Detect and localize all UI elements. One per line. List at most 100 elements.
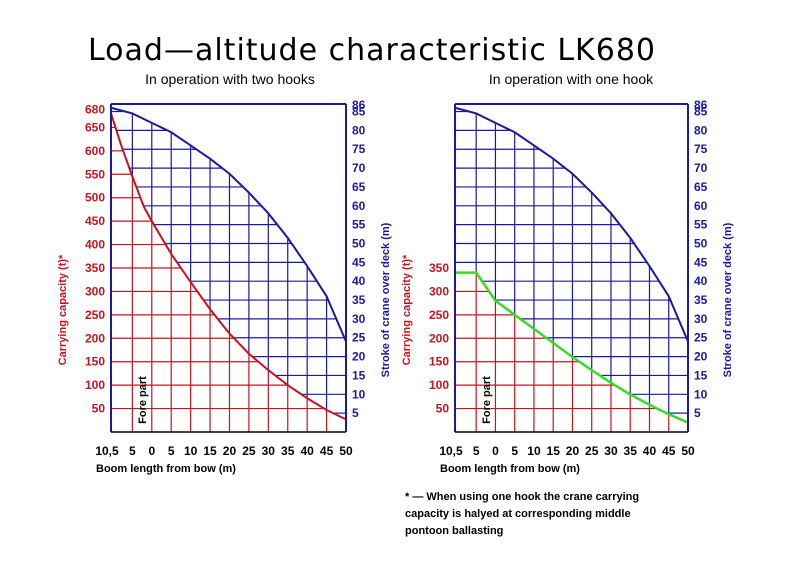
x-tick-label: 15 [203, 444, 217, 458]
right-tick-label: 65 [352, 180, 366, 194]
right-tick-label: 85 [694, 105, 708, 119]
left-tick-label: 50 [92, 402, 106, 416]
left-tick-label: 150 [429, 355, 449, 369]
left-tick-label: 250 [429, 308, 449, 322]
right-tick-label: 35 [352, 293, 366, 307]
right-tick-label: 15 [352, 368, 366, 382]
left-tick-label: 680 [85, 102, 105, 116]
x-tick-label: 5 [473, 444, 480, 458]
left-tick-label: 200 [429, 331, 449, 345]
chart-title: Load—altitude characteristic LK680 [88, 33, 656, 68]
left-tick-label: 50 [436, 402, 450, 416]
left-tick-label: 300 [85, 284, 105, 298]
axes-one-hook [454, 103, 689, 433]
x-tick-label: 0 [492, 444, 499, 458]
footnote-line-1: * — When using one hook the crane carryi… [405, 491, 639, 503]
right-tick-label: 80 [694, 123, 708, 137]
x-tick-label: 40 [643, 444, 657, 458]
left-tick-label: 100 [85, 378, 105, 392]
right-tick-label: 65 [694, 180, 708, 194]
right-tick-label: 25 [352, 331, 366, 345]
right-tick-label: 10 [352, 387, 366, 401]
right-tick-label: 55 [352, 218, 366, 232]
right-tick-label: 5 [694, 406, 701, 420]
x-tick-label: 20 [566, 444, 580, 458]
left-tick-label: 650 [85, 120, 105, 134]
x-tick-label: 20 [223, 444, 237, 458]
x-tick-label: 45 [662, 444, 676, 458]
left-tick-label: 200 [85, 331, 105, 345]
right-tick-label: 25 [694, 331, 708, 345]
left-axis-title: Carrying capacity (t)* [57, 254, 69, 365]
footnote: * — When using one hook the crane carryi… [405, 491, 639, 537]
left-axis-title: Carrying capacity (t)* [401, 254, 413, 365]
axes-two-hooks [110, 103, 347, 433]
capacity-curve [455, 271, 689, 424]
x-tick-label: 35 [624, 444, 638, 458]
x-tick-label: 25 [242, 444, 256, 458]
left-tick-label: 100 [429, 378, 449, 392]
right-tick-label: 50 [352, 236, 366, 250]
right-tick-label: 60 [352, 199, 366, 213]
x-tick-label: 40 [300, 444, 314, 458]
right-tick-label: 60 [694, 199, 708, 213]
curves-two-hooks [110, 106, 347, 421]
panel-two-hooks: In operation with two hooks 10,5 5 0 5 10 15 2… [57, 71, 392, 475]
right-tick-label: 40 [694, 274, 708, 288]
right-tick-label: 80 [352, 123, 366, 137]
subtitle-two-hooks: In operation with two hooks [145, 71, 315, 87]
x-tick-label: 35 [281, 444, 295, 458]
right-tick-label: 40 [352, 274, 366, 288]
right-tick-label: 75 [352, 142, 366, 156]
curves-one-hook [454, 106, 689, 424]
right-tick-label: 15 [694, 368, 708, 382]
x-tick-label: 15 [547, 444, 561, 458]
footnote-line-3: pontoon ballasting [405, 525, 503, 537]
x-tick-label: 5 [511, 444, 518, 458]
x-tick-label: 25 [585, 444, 599, 458]
x-tick-label: 10,5 [95, 444, 119, 458]
fore-part-annotation: Fore part [137, 376, 149, 424]
right-tick-label: 86 [352, 98, 366, 112]
left-tick-label: 600 [85, 144, 105, 158]
stroke-curve [454, 106, 689, 342]
right-tick-label: 75 [694, 142, 708, 156]
x-tick-label: 10,5 [439, 444, 463, 458]
left-tick-label: 400 [85, 238, 105, 252]
right-tick-label: 35 [694, 293, 708, 307]
right-tick-label: 70 [694, 161, 708, 175]
x-tick-label: 5 [168, 444, 175, 458]
right-tick-label: 45 [352, 255, 366, 269]
x-tick-label: 10 [184, 444, 198, 458]
capacity-curve [110, 113, 347, 421]
x-axis-label: Boom length from bow (m) [96, 463, 236, 475]
x-axis-label: Boom length from bow (m) [440, 463, 580, 475]
right-tick-label: 30 [352, 312, 366, 326]
left-tick-label: 250 [85, 308, 105, 322]
right-axis-title: Stroke of crane over deck (m) [380, 222, 392, 377]
left-tick-label: 500 [85, 191, 105, 205]
subtitle-one-hook: In operation with one hook [489, 71, 654, 87]
right-tick-label: 5 [352, 406, 359, 420]
right-tick-label: 55 [694, 218, 708, 232]
stroke-curve [110, 106, 347, 342]
right-tick-label: 20 [352, 350, 366, 364]
left-tick-label: 150 [85, 355, 105, 369]
right-tick-label: 86 [694, 98, 708, 112]
x-tick-label: 10 [527, 444, 541, 458]
right-tick-label: 10 [694, 387, 708, 401]
footnote-line-2: capacity is halyed at corresponding midd… [405, 508, 631, 520]
x-tick-label: 0 [148, 444, 155, 458]
left-tick-label: 550 [85, 167, 105, 181]
panel-one-hook: In operation with one hook 10,5 5 0 5 10 15 20… [401, 71, 734, 475]
x-tick-label: 45 [320, 444, 334, 458]
x-tick-label: 30 [262, 444, 276, 458]
right-tick-label: 50 [694, 236, 708, 250]
left-tick-label: 450 [85, 214, 105, 228]
left-tick-label: 300 [429, 284, 449, 298]
fore-part-annotation: Fore part [481, 376, 493, 424]
left-tick-label: 350 [429, 261, 449, 275]
